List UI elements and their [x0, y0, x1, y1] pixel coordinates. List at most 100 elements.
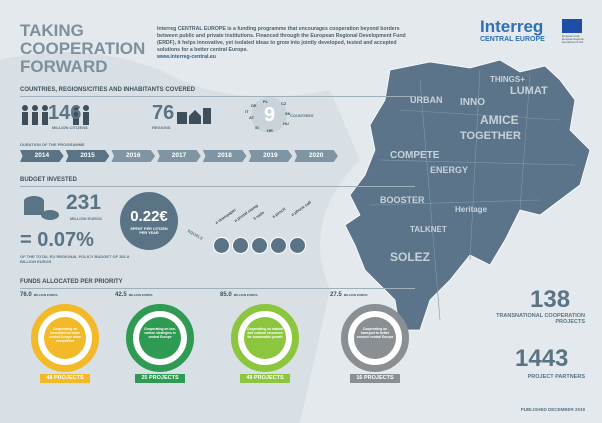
intro: Interreg CENTRAL EUROPE is a funding pro…	[157, 26, 407, 61]
country-codes: PL DE CZ SK AT HU SI HR IT	[245, 95, 300, 135]
priority-label: Cooperating on innovation to make centra…	[48, 327, 82, 343]
equivalent-icon	[232, 237, 249, 254]
map-word: TOGETHER	[460, 130, 521, 142]
budget-amount: 231	[66, 191, 102, 214]
timeline-year: 2017	[157, 150, 201, 162]
priority-projects: 49 PROJECTS	[240, 374, 290, 383]
timeline-year: 2020	[294, 150, 338, 162]
amount-unit: MILLION EUROS	[128, 293, 153, 297]
timeline-year: 2015	[65, 150, 110, 162]
amount-value: 85.0	[220, 292, 232, 298]
countries-icon	[251, 97, 287, 133]
country-code: AT	[249, 115, 255, 120]
timeline-year: 2014	[20, 150, 64, 162]
title-line: TAKING	[20, 21, 84, 40]
per-citizen-label: SPENT PER CITIZEN PER YEAR	[130, 227, 168, 235]
amount-value: 27.5	[330, 292, 342, 298]
priority-core	[44, 317, 86, 359]
citizens-value: 146	[48, 102, 82, 124]
map-word: COMPETE	[390, 150, 440, 161]
priority-projects: 25 PROJECTS	[135, 374, 185, 383]
budget-share-label: OF THE TOTAL EU REGIONAL POLICY BUDGET O…	[20, 254, 130, 264]
map-word: SOLEZ	[390, 250, 431, 264]
priority-ring: Cooperating on transport to better conne…	[341, 304, 409, 372]
rule	[20, 186, 415, 187]
priority-label: Cooperating on natural and cultural reso…	[246, 327, 284, 339]
buildings-icon	[177, 108, 211, 124]
priority-ring: Cooperating on innovation to make centra…	[31, 304, 99, 372]
partners-total: 1443	[515, 345, 569, 372]
section-heading: FUNDS ALLOCATED PER PRIORITY	[20, 279, 123, 285]
amount-unit: MILLION EUROS	[343, 293, 368, 297]
title-line: FORWARD	[20, 57, 108, 76]
partners-label: PROJECT PARTNERS	[527, 374, 585, 380]
map-word: Heritage	[455, 205, 488, 214]
per-citizen-value: 0.22€	[130, 208, 168, 225]
country-code: HU	[283, 121, 289, 126]
duration-heading: DURATION OF THE PROGRAMME	[20, 142, 85, 147]
priority-ring: Cooperating on low-carbon strategies in …	[126, 304, 194, 372]
map-word: BOOSTER	[380, 195, 425, 205]
priority-projects: 16 PROJECTS	[350, 374, 400, 383]
map-word: ENERGY	[430, 165, 469, 175]
amount-unit: MILLION EUROS	[33, 293, 58, 297]
priority-core	[139, 317, 181, 359]
country-code: SK	[285, 111, 291, 116]
priority-amount: 85.0 MILLION EUROS	[220, 292, 258, 298]
rule	[20, 96, 415, 97]
priority-amount: 27.5 MILLION EUROS	[330, 292, 368, 298]
countries-value: 9	[264, 104, 276, 126]
eu-text: European Union European Regional Develop…	[562, 35, 584, 44]
priority-core	[354, 317, 396, 359]
priority-projects: 48 PROJECTS	[40, 374, 90, 383]
per-citizen-circle: 0.22€ SPENT PER CITIZEN PER YEAR	[120, 192, 178, 250]
title-line: COOPERATION	[20, 39, 146, 58]
projects-total: 138	[530, 286, 571, 313]
priority-ring: Cooperating on natural and cultural reso…	[231, 304, 299, 372]
section-heading: BUDGET INVESTED	[20, 177, 78, 183]
equivalent-label: a pencil	[271, 206, 287, 219]
country-code: IT	[245, 109, 249, 114]
logo-name: Interreg	[480, 17, 544, 36]
map-word: THINGS+	[490, 75, 525, 84]
equivalent-label: a newspaper	[214, 207, 237, 225]
priority-amount: 42.5 MILLION EUROS	[115, 292, 153, 298]
map-word: URBAN	[410, 95, 443, 105]
map-word: INNO	[460, 97, 485, 108]
map-word-cloud: THINGS+ LUMAT URBAN INNO AMICE TOGETHER COMPET…	[370, 75, 570, 315]
intro-text: Interreg CENTRAL EUROPE is a funding pro…	[157, 26, 406, 53]
map-word: TALKNET	[410, 225, 447, 234]
equivalents: a newspaper a postal stamp 3 nails a pencil…	[205, 190, 325, 255]
equivalent-icon	[270, 237, 287, 254]
equivalent-icon	[289, 237, 306, 254]
regions-value: 76	[152, 102, 175, 124]
timeline-year: 2019	[248, 150, 293, 162]
timeline-year: 2016	[111, 150, 156, 162]
map-word: AMICE	[480, 113, 519, 127]
logo-sub: CENTRAL EUROPE	[480, 36, 545, 43]
priority-label: Cooperating on low-carbon strategies in …	[144, 327, 176, 339]
budget-amount-label: MILLION EUROS	[70, 216, 102, 221]
eu-flag	[562, 19, 582, 33]
rule	[20, 288, 415, 289]
countries-label: COUNTRIES	[290, 113, 314, 118]
equivalent-icon	[213, 237, 230, 254]
citizens-label: MILLION CITIZENS	[52, 125, 88, 130]
coins-icon	[24, 196, 59, 220]
section-heading: COUNTRIES, REGIONS/CITIES AND INHABITANT…	[20, 87, 196, 93]
timeline: 2014 2015 2016 2017 2018 2019 2020	[20, 150, 340, 162]
priority-amount: 76.0 MILLION EUROS	[20, 292, 58, 298]
country-code: CZ	[281, 101, 287, 106]
logo: Interreg CENTRAL EUROPE European Union E…	[480, 17, 583, 45]
footer: PUBLISHED DECEMBER 2019	[520, 407, 585, 412]
country-code: PL	[263, 99, 269, 104]
equivalent-label: a phone call	[290, 199, 312, 217]
people-icons	[22, 105, 89, 125]
budget-share: = 0.07%	[20, 229, 94, 251]
projects-label: TRANSNATIONAL COOPERATION PROJECTS	[496, 313, 585, 325]
amount-value: 76.0	[20, 292, 32, 298]
regions-label: REGIONS	[152, 125, 171, 130]
amount-value: 42.5	[115, 292, 127, 298]
amount-unit: MILLION EUROS	[233, 293, 258, 297]
